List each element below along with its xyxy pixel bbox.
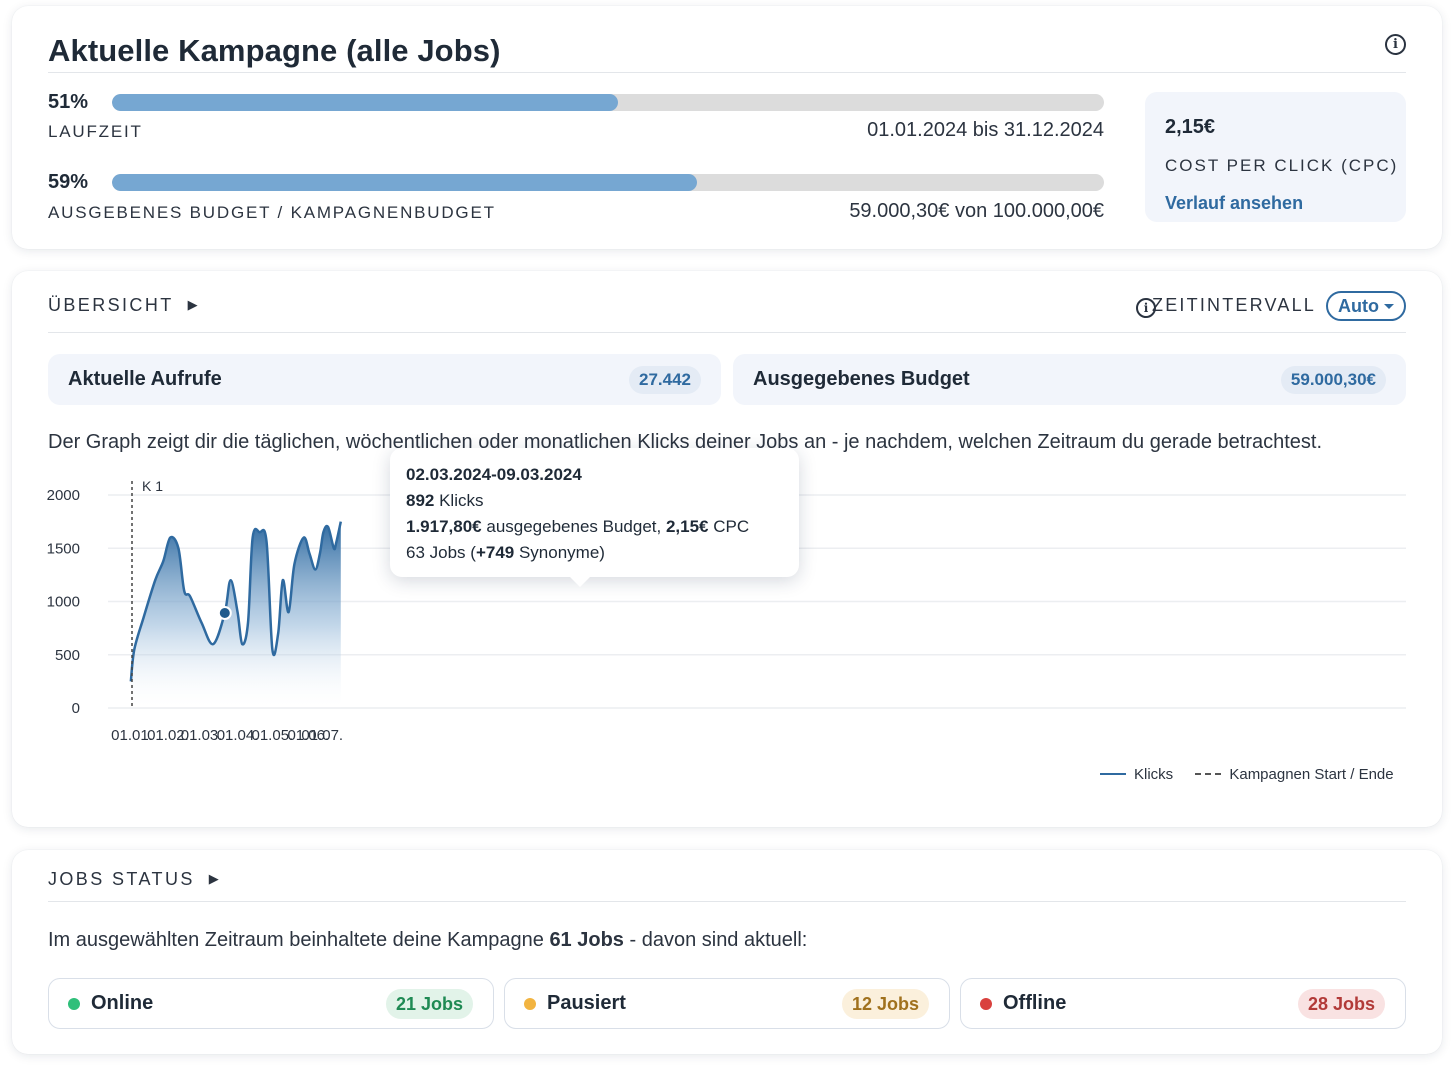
status-dot (68, 998, 80, 1010)
tooltip-jobs: 63 Jobs (+749 Synonyme) (406, 540, 783, 566)
cpc-value: 2,15€ (1165, 116, 1216, 138)
budget-progress-bar (112, 174, 1104, 191)
x-tick-label: 01.07. (301, 727, 343, 744)
chart-legend: Klicks Kampagnen Start / Ende (1100, 766, 1394, 783)
jobs-summary: Im ausgewählten Zeitraum beinhaltete dei… (48, 929, 807, 952)
interval-value: Auto (1338, 296, 1379, 316)
cpc-box: 2,15€ COST PER CLICK (CPC) Verlauf anseh… (1145, 92, 1406, 222)
legend-dashed-icon (1195, 773, 1222, 775)
page-title: Aktuelle Kampagne (alle Jobs) (48, 33, 501, 68)
y-tick-label: 2000 (47, 487, 80, 504)
highlight-point[interactable] (217, 606, 232, 621)
tooltip-clicks: 892 Klicks (406, 488, 783, 514)
play-icon: ▶ (208, 871, 219, 886)
divider (48, 332, 1406, 333)
history-link[interactable]: Verlauf ansehen (1165, 193, 1304, 213)
runtime-label: LAUFZEIT (48, 122, 143, 141)
status-label: Online (91, 992, 154, 1014)
runtime-range: 01.01.2024 bis 31.12.2024 (867, 119, 1104, 141)
x-tick-label: 01.05. (252, 727, 294, 744)
legend-line-icon (1100, 773, 1126, 775)
play-icon: ▶ (187, 297, 198, 312)
tooltip-date: 02.03.2024-09.03.2024 (406, 465, 582, 484)
interval-select[interactable]: Auto (1326, 291, 1406, 321)
clicks-chart[interactable]: 0 500 1000 1500 2000 01.01.01.02.01.03.01.04.… (12, 466, 1442, 796)
series-area-klicks (130, 521, 341, 708)
y-tick-label: 500 (55, 647, 80, 664)
tooltip-jobs-text: Jobs ( (424, 543, 476, 562)
overview-card: ÜBERSICHT ▶ i ZEITINTERVALL Auto Aktuelle… (12, 271, 1442, 827)
jobs-status-card: JOBS STATUS ▶ Im ausgewählten Zeitraum be… (12, 850, 1442, 1054)
stat-card-budget: Ausgegebenes Budget 59.000,30€ (733, 354, 1406, 405)
stat-label: Ausgegebenes Budget (753, 368, 970, 390)
runtime-progress-fill (112, 94, 618, 111)
legend-clicks: Klicks (1134, 766, 1174, 783)
campaign-card: Aktuelle Kampagne (alle Jobs) i 51% LAUF… (12, 6, 1442, 249)
status-badge: 12 Jobs (841, 989, 929, 1019)
x-tick-label: 01.04. (217, 727, 259, 744)
stat-badge: 59.000,30€ (1280, 366, 1386, 394)
status-badge: 21 Jobs (385, 989, 473, 1019)
runtime-progress-bar (112, 94, 1104, 111)
jobs-summary-count: 61 Jobs (549, 929, 624, 951)
divider (48, 72, 1406, 73)
tooltip-clicks-unit: Klicks (434, 491, 484, 510)
runtime-percent: 51% (48, 91, 89, 113)
budget-progress-fill (112, 174, 698, 191)
tooltip-jobs-value: 63 (406, 543, 425, 562)
status-online[interactable]: Online 21 Jobs (48, 978, 494, 1029)
info-icon[interactable]: i (1136, 298, 1156, 318)
tooltip-clicks-value: 892 (406, 491, 435, 510)
y-tick-label: 0 (72, 700, 80, 717)
chart-description: Der Graph zeigt dir die täglichen, wöche… (48, 431, 1323, 453)
interval-label: ZEITINTERVALL (1152, 295, 1316, 315)
x-tick-label: 01.06. (287, 727, 329, 744)
tooltip-budget-value: 1.917,80€ (406, 517, 482, 536)
budget-label: AUSGEBENES BUDGET / KAMPAGNENBUDGET (48, 203, 496, 222)
caret-down-icon (1384, 304, 1394, 309)
tooltip-budget: 1.917,80€ ausgegebenes Budget, 2,15€ CPC (406, 514, 783, 540)
status-badge: 28 Jobs (1297, 989, 1385, 1019)
tooltip-cpc-unit: CPC (708, 517, 750, 536)
jobs-summary-prefix: Im ausgewählten Zeitraum beinhaltete dei… (48, 929, 550, 951)
overview-heading-label: ÜBERSICHT (48, 295, 174, 315)
x-tick-label: 01.01. (111, 727, 153, 744)
x-tick-label: 01.02. (147, 727, 189, 744)
jobs-status-heading-label: JOBS STATUS (48, 869, 195, 889)
divider (48, 901, 1406, 902)
tooltip-synonyms-value: +749 (475, 543, 515, 562)
stat-card-views: Aktuelle Aufrufe 27.442 (48, 354, 721, 405)
tooltip-synonyms-text: Synonyme) (514, 543, 605, 562)
status-dot (524, 998, 536, 1010)
jobs-status-heading[interactable]: JOBS STATUS ▶ (48, 869, 219, 890)
tooltip-budget-text: ausgegebenes Budget, (481, 517, 666, 536)
stat-badge: 27.442 (629, 366, 701, 394)
info-icon[interactable]: i (1385, 34, 1406, 55)
cpc-label: COST PER CLICK (CPC) (1165, 156, 1399, 175)
status-label: Offline (1003, 992, 1067, 1014)
budget-range: 59.000,30€ von 100.000,00€ (849, 200, 1104, 222)
chart-tooltip: 02.03.2024-09.03.2024 892 Klicks 1.917,8… (390, 448, 799, 587)
campaign-marker-label: K 1 (142, 478, 163, 494)
stat-label: Aktuelle Aufrufe (68, 368, 222, 390)
status-offline[interactable]: Offline 28 Jobs (960, 978, 1406, 1029)
budget-percent: 59% (48, 171, 89, 193)
jobs-summary-suffix: - davon sind aktuell: (623, 929, 808, 951)
overview-heading[interactable]: ÜBERSICHT ▶ (48, 295, 198, 316)
status-dot (980, 998, 992, 1010)
y-tick-label: 1500 (47, 540, 80, 557)
x-tick-label: 01.03. (181, 727, 223, 744)
tooltip-cpc-value: 2,15€ (665, 517, 709, 536)
status-paused[interactable]: Pausiert 12 Jobs (504, 978, 950, 1029)
y-tick-label: 1000 (47, 594, 80, 611)
legend-campaign: Kampagnen Start / Ende (1229, 766, 1394, 783)
status-label: Pausiert (547, 992, 626, 1014)
series-line-klicks (129, 521, 343, 682)
